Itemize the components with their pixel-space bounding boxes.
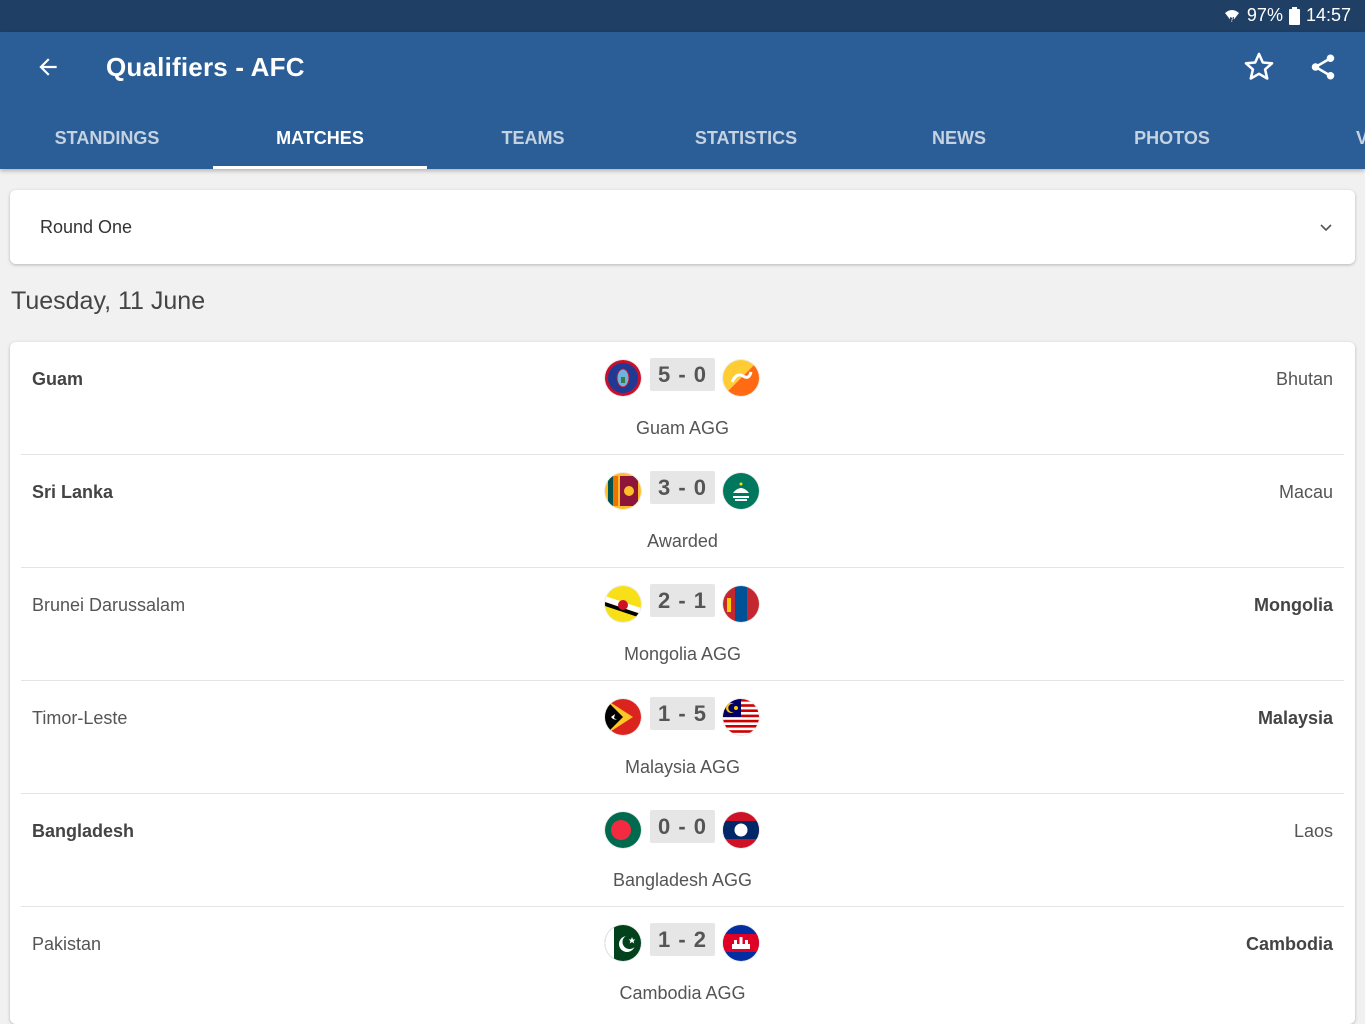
match-score: 5 - 0	[650, 358, 715, 391]
malaysia-flag-icon	[723, 699, 759, 735]
match-result: Mongolia AGG	[623, 644, 742, 664]
match-result: Guam AGG	[635, 418, 730, 438]
home-team: Timor-Leste	[32, 708, 128, 728]
tab-bar: STANDINGS MATCHES TEAMS STATISTICS NEWS …	[0, 116, 1365, 169]
match-row[interactable]: Pakistan 1 - 2 Cambodia Cambodia AGG	[21, 907, 1344, 1020]
date-heading: Tuesday, 11 June	[11, 287, 206, 315]
tab-standings[interactable]: STANDINGS	[54, 128, 160, 148]
svg-text:?: ?	[1230, 16, 1234, 24]
cambodia-flag-icon	[723, 925, 759, 961]
match-row[interactable]: Timor-Leste 1 - 5 Malaysia Malaysia AGG	[21, 681, 1344, 794]
bhutan-flag-icon	[723, 360, 759, 396]
arrow-back-icon	[35, 54, 61, 85]
page-title: Qualifiers - AFC	[106, 52, 305, 82]
macau-flag-icon	[723, 473, 759, 509]
clock: 14:57	[1305, 5, 1351, 25]
round-dropdown[interactable]: Round One	[10, 190, 1355, 264]
home-team: Bangladesh	[32, 821, 135, 841]
tab-teams[interactable]: TEAMS	[501, 128, 565, 148]
match-score: 2 - 1	[650, 584, 715, 617]
away-team: Macau	[1278, 482, 1333, 502]
tab-indicator	[213, 166, 427, 169]
chevron-down-icon	[1319, 220, 1333, 238]
tab-news[interactable]: NEWS	[932, 128, 986, 148]
star-outline-icon	[1242, 50, 1276, 89]
match-result: Awarded	[647, 531, 718, 551]
match-row[interactable]: Bangladesh 0 - 0 Laos Bangladesh AGG	[21, 794, 1344, 907]
matches-card: Guam 5 - 0 Bhutan Guam AGG Sri Lanka 3 -…	[10, 342, 1355, 1024]
away-team: Bhutan	[1275, 369, 1333, 389]
status-indicators: ? 97% 14:57	[1223, 5, 1351, 26]
laos-flag-icon	[723, 812, 759, 848]
match-row[interactable]: Guam 5 - 0 Bhutan Guam AGG	[21, 342, 1344, 455]
tab-photos[interactable]: PHOTOS	[1134, 128, 1210, 148]
away-team: Cambodia	[1245, 934, 1333, 954]
battery-icon	[1288, 6, 1300, 25]
mongolia-flag-icon	[723, 586, 759, 622]
home-team: Sri Lanka	[32, 482, 114, 502]
status-bar: ? 97% 14:57	[0, 0, 1365, 32]
match-score: 1 - 2	[650, 923, 715, 956]
guam-flag-icon	[605, 360, 641, 396]
match-result: Malaysia AGG	[624, 757, 741, 777]
favorite-button[interactable]	[1240, 50, 1278, 88]
match-score: 3 - 0	[650, 471, 715, 504]
pakistan-flag-icon	[605, 925, 641, 961]
share-icon	[1308, 52, 1338, 87]
match-score: 0 - 0	[650, 810, 715, 843]
match-row[interactable]: Sri Lanka 3 - 0 Macau Awarded	[21, 455, 1344, 568]
tab-statistics[interactable]: STATISTICS	[694, 128, 798, 148]
home-team: Pakistan	[32, 934, 102, 954]
tab-partial[interactable]: V	[1355, 128, 1365, 148]
match-row[interactable]: Brunei Darussalam 2 - 1 Mongolia Mongoli…	[21, 568, 1344, 681]
back-button[interactable]	[28, 52, 68, 86]
match-result: Bangladesh AGG	[612, 870, 753, 890]
round-dropdown-value: Round One	[40, 217, 133, 237]
away-team: Malaysia	[1257, 708, 1333, 728]
battery-percent: 97%	[1246, 5, 1283, 25]
match-result: Cambodia AGG	[619, 983, 746, 1003]
home-team: Guam	[32, 369, 84, 389]
bangladesh-flag-icon	[605, 812, 641, 848]
tab-matches[interactable]: MATCHES	[276, 128, 364, 148]
app-bar: Qualifiers - AFC STANDINGS MATCHES TEAMS…	[0, 32, 1365, 169]
sri-lanka-flag-icon	[605, 473, 641, 509]
share-button[interactable]	[1304, 50, 1342, 88]
wifi-icon: ?	[1223, 7, 1241, 25]
match-score: 1 - 5	[650, 697, 715, 730]
brunei-flag-icon	[605, 586, 641, 622]
timor-leste-flag-icon	[605, 699, 641, 735]
away-team: Laos	[1293, 821, 1333, 841]
away-team: Mongolia	[1254, 595, 1333, 615]
home-team: Brunei Darussalam	[32, 595, 186, 615]
